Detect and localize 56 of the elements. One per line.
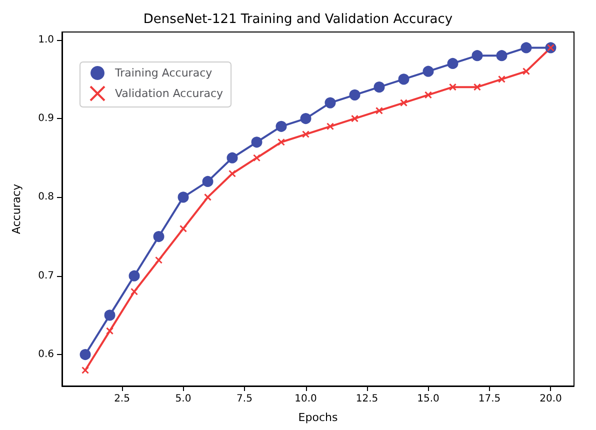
point	[496, 50, 508, 62]
y-tick-label: 0.9	[38, 113, 54, 124]
point	[226, 152, 238, 164]
x-tick-label: 15.0	[417, 394, 440, 404]
y-tick-label: 0.8	[38, 192, 54, 203]
point	[520, 42, 532, 54]
x-axis-title: Epochs	[298, 411, 338, 424]
point	[472, 50, 483, 62]
y-tick-label: 0.7	[38, 270, 54, 282]
point	[228, 170, 236, 178]
x-tick-label: 5.0	[175, 394, 192, 404]
point	[473, 83, 481, 91]
point	[349, 89, 360, 100]
x-tick-label: 10.0	[294, 394, 317, 404]
point	[128, 270, 140, 282]
point	[447, 58, 458, 69]
point	[498, 75, 506, 83]
point	[276, 120, 287, 132]
x-tick-label: 2.5	[114, 394, 130, 404]
y-tick-label: 0.6	[38, 349, 54, 360]
legend-label: Training Accuracy	[114, 66, 213, 80]
point	[130, 288, 138, 296]
point	[350, 114, 358, 122]
x-tick-label: 12.5	[356, 394, 378, 404]
point	[522, 68, 530, 76]
point	[204, 193, 212, 201]
point	[326, 122, 334, 130]
x-tick-label: 7.5	[236, 394, 252, 404]
point	[104, 310, 116, 321]
point	[302, 130, 310, 138]
point	[422, 66, 434, 77]
point	[153, 231, 164, 242]
point	[180, 224, 188, 232]
point	[251, 136, 262, 148]
y-axis-title: Accuracy	[10, 183, 23, 234]
point	[106, 327, 114, 335]
point	[400, 99, 408, 107]
point	[278, 138, 286, 146]
point	[178, 192, 189, 203]
x-tick-label: 20.0	[540, 394, 562, 404]
point	[253, 154, 261, 162]
point	[448, 83, 456, 91]
point	[300, 113, 312, 124]
point	[375, 106, 383, 114]
point	[80, 349, 91, 360]
point	[202, 176, 214, 187]
y-tick-label: 1.0	[38, 34, 54, 46]
legend-label: Validation Accuracy	[115, 87, 224, 100]
point	[82, 366, 90, 374]
x-tick-label: 17.5	[478, 394, 501, 404]
point	[374, 82, 385, 93]
point	[324, 97, 336, 108]
point	[155, 256, 163, 264]
point	[398, 74, 410, 85]
chart-title: DenseNet-121 Training and Validation Accuracy	[143, 12, 453, 27]
point	[424, 91, 432, 99]
